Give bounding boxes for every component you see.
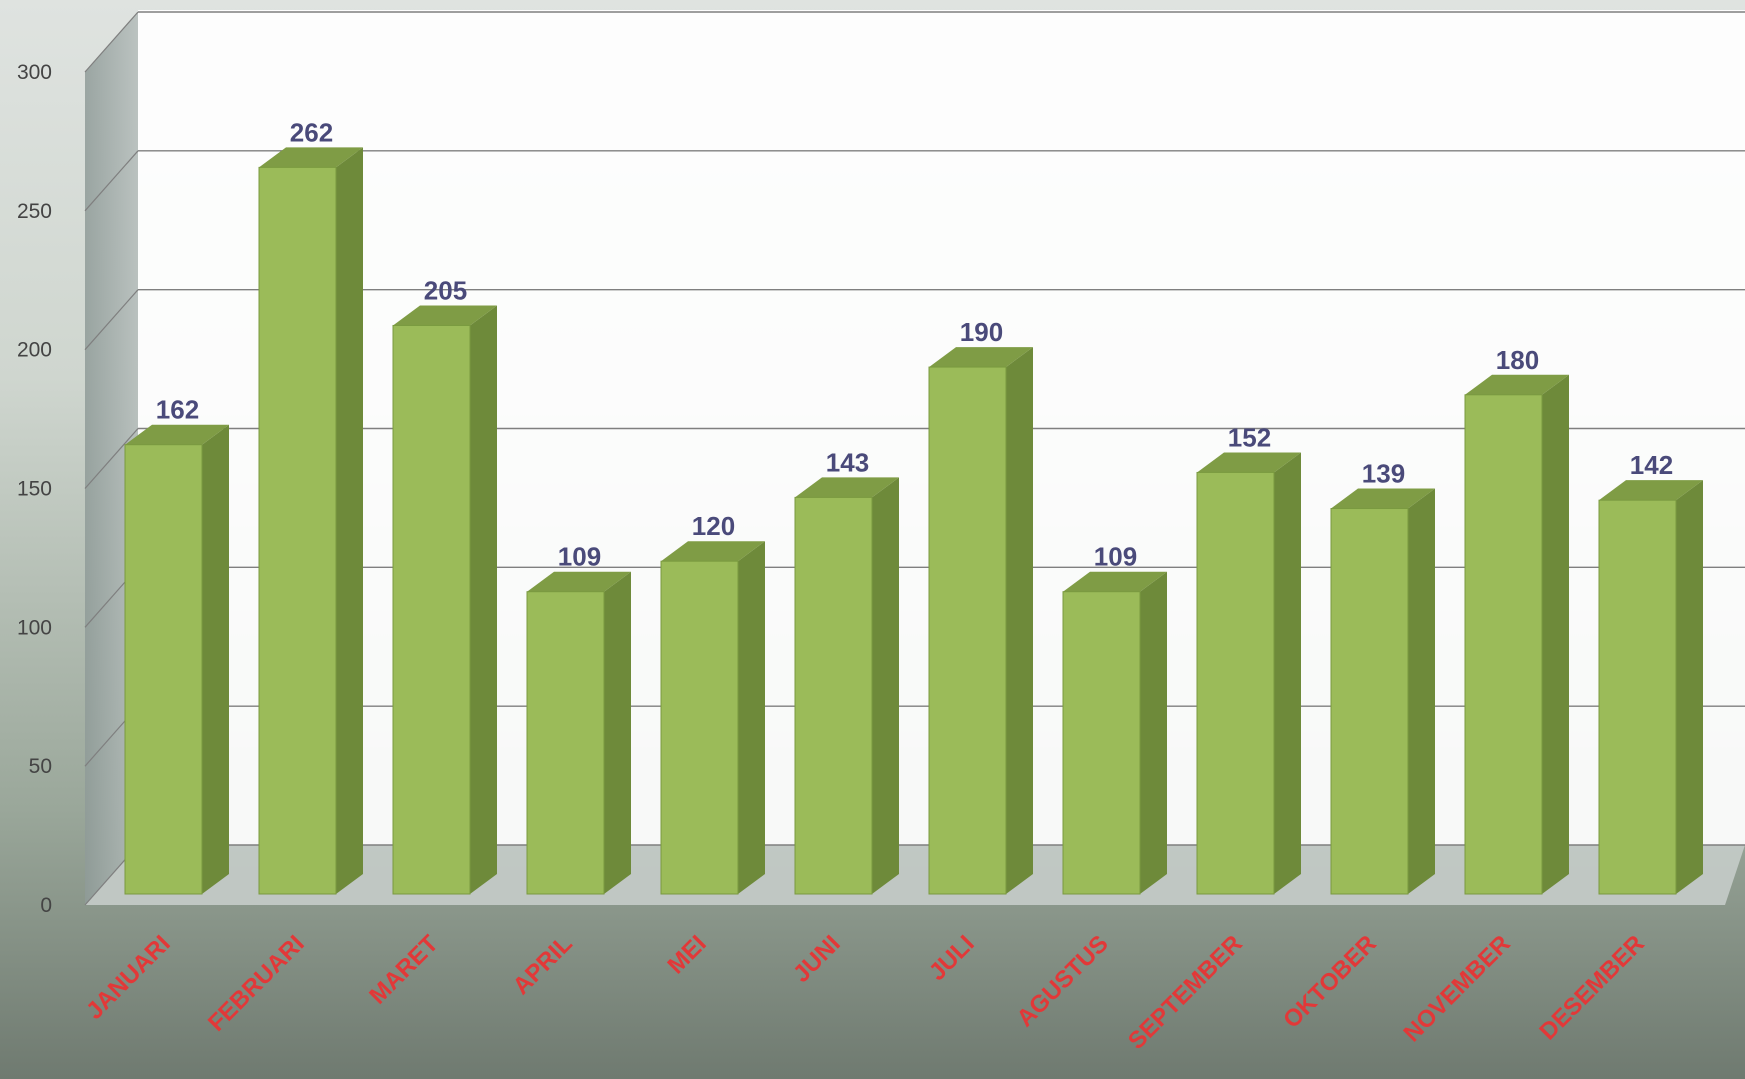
bar-top: [1197, 452, 1301, 473]
data-label: 262: [290, 117, 333, 147]
bar: [1062, 571, 1167, 895]
bar-front: [928, 366, 1007, 895]
y-tick-label: 250: [17, 200, 52, 223]
bar-top: [527, 571, 631, 592]
data-label: 190: [960, 317, 1003, 347]
bar-top: [125, 424, 229, 445]
data-label: 139: [1362, 459, 1405, 489]
x-tick-label: SEPTEMBER: [1123, 930, 1248, 1055]
bar-front: [1464, 394, 1543, 895]
x-tick-label: MEI: [662, 930, 711, 979]
x-tick-label: JUNI: [788, 930, 846, 988]
bar-front: [660, 560, 739, 895]
bar-top: [259, 147, 363, 168]
bar: [794, 477, 899, 895]
gridline-side: [84, 150, 139, 212]
bar-side: [1676, 480, 1703, 894]
y-tick-label: 100: [17, 616, 52, 639]
value-labels: 162 262 205 109 120 143 190 109 152 139 180 142: [156, 117, 1673, 571]
x-tick-label: APRIL: [508, 930, 578, 1000]
bar-front: [1062, 591, 1141, 895]
bar: [1464, 374, 1569, 895]
bar: [1598, 480, 1703, 895]
y-tick-label: 50: [29, 755, 52, 778]
bar-front: [124, 444, 203, 895]
bar-top: [795, 477, 899, 498]
x-axis-labels: JANUARI FEBRUARI MARET APRIL MEI JUNI JULI AGUS…: [81, 930, 1650, 1055]
bar-front: [392, 324, 471, 895]
y-axis: 0 50 100 150 200 250 300: [17, 61, 52, 917]
bar-top: [661, 541, 765, 562]
y-tick-label: 300: [17, 61, 52, 84]
bar-top: [1331, 488, 1435, 509]
bar-top: [929, 347, 1033, 368]
gridline-side: [84, 289, 139, 351]
x-tick-label: FEBRUARI: [203, 930, 310, 1037]
data-label: 180: [1496, 345, 1539, 375]
bars: [124, 147, 1703, 895]
bar-side: [202, 424, 229, 894]
bar: [124, 424, 229, 895]
bar-side: [1408, 488, 1435, 894]
bar-side: [872, 477, 899, 894]
data-label: 120: [692, 511, 735, 541]
x-tick-label: AGUSTUS: [1012, 930, 1114, 1032]
bar: [928, 347, 1033, 895]
bar-side: [604, 571, 631, 894]
y-tick-label: 0: [40, 894, 52, 917]
y-tick-label: 150: [17, 478, 52, 501]
bar: [660, 541, 765, 895]
data-label: 109: [1094, 542, 1137, 572]
gridline-side: [84, 11, 139, 73]
bar-front: [1196, 471, 1275, 895]
bar: [258, 147, 363, 895]
x-tick-label: JULI: [924, 930, 980, 986]
bar-side: [738, 541, 765, 894]
bar: [1196, 452, 1301, 895]
x-tick-label: NOVEMBER: [1399, 930, 1516, 1047]
bar-top: [1465, 374, 1569, 395]
bar-front: [258, 166, 337, 895]
bar-top: [393, 305, 497, 326]
bar-front: [1598, 499, 1677, 895]
bar-side: [336, 147, 363, 895]
bar-side: [1006, 347, 1033, 895]
x-tick-label: JANUARI: [81, 930, 176, 1025]
data-label: 143: [826, 447, 869, 477]
x-tick-label: DESEMBER: [1534, 930, 1649, 1045]
bar-front: [794, 496, 873, 895]
data-label: 142: [1630, 450, 1673, 480]
bar: [392, 305, 497, 895]
y-tick-label: 200: [17, 339, 52, 362]
bar-front: [1330, 508, 1409, 895]
data-label: 205: [424, 275, 467, 305]
x-tick-label: MARET: [364, 930, 444, 1010]
gridline-side: [84, 428, 139, 489]
bar-side: [470, 305, 497, 894]
bar-side: [1274, 452, 1301, 894]
bar-side: [1140, 571, 1167, 894]
bar-top: [1599, 480, 1703, 501]
x-tick-label: OKTOBER: [1278, 930, 1382, 1034]
bar: [526, 571, 631, 895]
bar: [1330, 488, 1435, 895]
data-label: 162: [156, 395, 199, 425]
bar-side: [1542, 374, 1569, 894]
floor: [85, 845, 1745, 905]
data-label: 152: [1228, 422, 1271, 452]
data-label: 109: [558, 542, 601, 572]
bar-front: [526, 591, 605, 895]
bar-top: [1063, 571, 1167, 592]
